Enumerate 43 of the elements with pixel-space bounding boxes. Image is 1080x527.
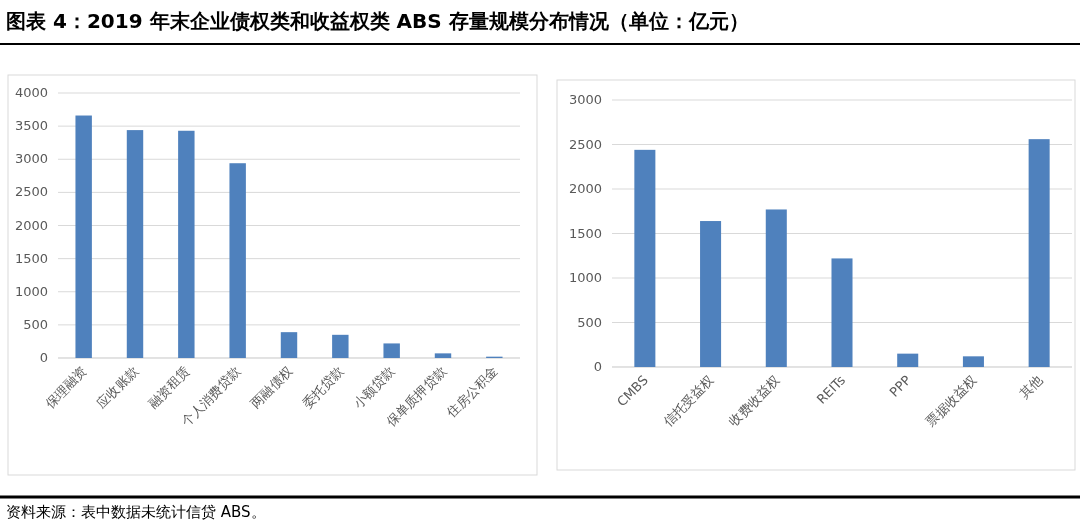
y-tick-label: 2500 <box>568 136 602 152</box>
bar <box>178 130 195 358</box>
y-tick-label: 1500 <box>14 250 48 266</box>
y-tick-label: 2000 <box>14 217 48 233</box>
y-tick-label: 4000 <box>14 85 48 100</box>
x-tick-label: 其他 <box>1016 372 1046 402</box>
y-tick-label: 0 <box>593 359 602 374</box>
bar <box>126 130 144 358</box>
y-tick-label: 1500 <box>568 225 602 241</box>
bar <box>383 343 400 358</box>
bar <box>434 353 452 358</box>
x-tick-label: 收费收益权 <box>725 372 783 430</box>
x-tick-label: 两融债权 <box>247 363 296 411</box>
bar <box>765 209 787 367</box>
bar <box>897 353 919 367</box>
bar <box>332 334 349 358</box>
x-tick-label: 信托受益权 <box>660 372 717 430</box>
x-tick-label: 委托贷款 <box>299 363 347 411</box>
bar <box>280 332 298 358</box>
y-tick-label: 500 <box>577 314 602 330</box>
y-tick-label: 0 <box>39 350 48 365</box>
x-tick-label: 票据收益权 <box>922 372 980 430</box>
bar <box>962 356 984 367</box>
bar <box>700 221 722 367</box>
x-tick-label: PPP <box>886 372 914 400</box>
y-tick-label: 2000 <box>568 181 602 196</box>
y-tick-label: 1000 <box>14 283 48 299</box>
y-tick-label: 1000 <box>568 270 602 285</box>
text: 资料来源：表中数据未统计信贷 ABS。 <box>6 503 266 521</box>
bar <box>1028 139 1050 367</box>
x-tick-label: 应收账款 <box>93 363 142 411</box>
bar <box>75 115 92 358</box>
y-tick-label: 500 <box>23 316 48 332</box>
chart-title: 图表 4：2019 年末企业债权类和收益权类 ABS 存量规模分布情况（单位：亿元） <box>6 9 749 33</box>
x-tick-label: 保理融资 <box>42 363 90 411</box>
y-tick-label: 2500 <box>14 184 48 200</box>
bar <box>634 149 656 367</box>
x-tick-label: 融资租赁 <box>145 363 193 411</box>
y-tick-label: 3000 <box>14 151 48 167</box>
y-tick-label: 3000 <box>568 92 602 107</box>
bar <box>831 258 853 367</box>
y-tick-label: 3500 <box>14 118 48 134</box>
bar <box>229 163 246 358</box>
